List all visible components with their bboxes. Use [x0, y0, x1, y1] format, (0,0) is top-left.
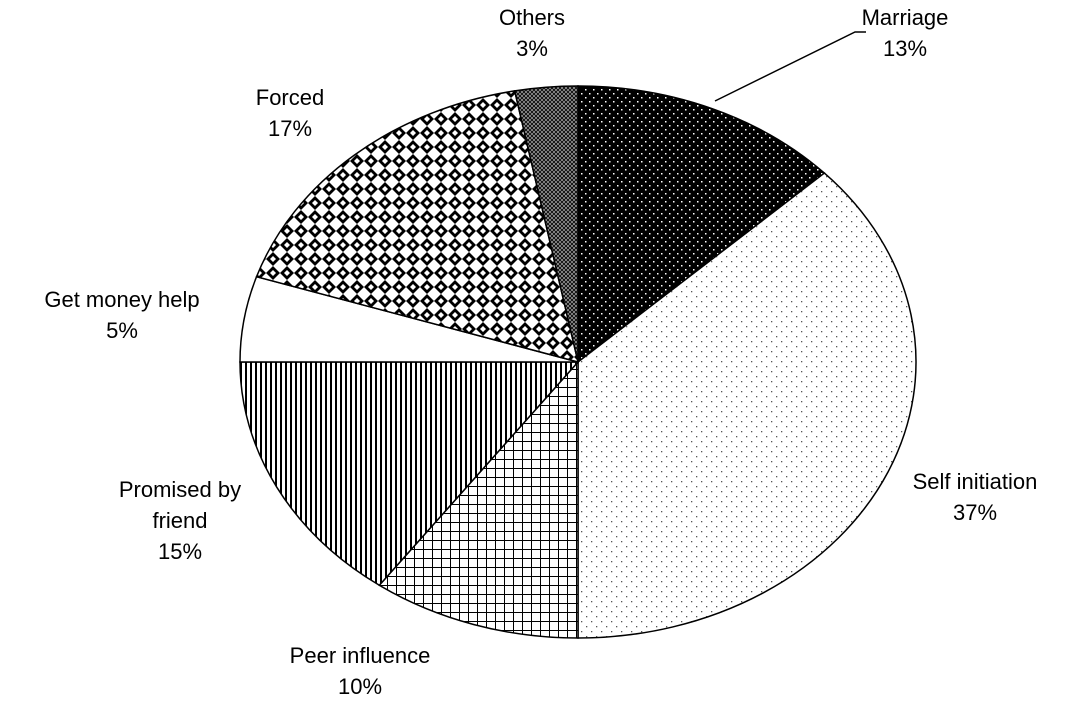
pie-slice — [378, 360, 579, 639]
category-label: Peer influence — [289, 643, 431, 668]
slice-label: Get money help 5% — [2, 284, 242, 346]
pie-slice — [513, 85, 579, 363]
category-label: Promised by friend — [118, 477, 242, 533]
category-label: Others — [498, 5, 566, 30]
pie-slice — [577, 85, 826, 364]
value-label: 5% — [106, 318, 138, 343]
category-label: Self initiation — [912, 469, 1038, 494]
pie-slice — [239, 361, 580, 587]
slice-label: Promised by friend 15% — [100, 474, 260, 567]
slice-label: Peer influence 10% — [240, 640, 480, 702]
category-label: Marriage — [861, 5, 949, 30]
pie-slice — [255, 90, 580, 364]
slice-label: Marriage 13% — [805, 2, 1005, 64]
value-label: 15% — [157, 539, 203, 564]
category-label: Get money help — [44, 287, 200, 312]
slice-label: Forced 17% — [190, 82, 390, 144]
pie-slice — [577, 172, 917, 639]
slice-label: Self initiation 37% — [875, 466, 1075, 528]
category-label: Forced — [255, 85, 325, 110]
value-label: 13% — [882, 36, 928, 61]
leader-line — [714, 31, 866, 102]
value-label: 37% — [952, 500, 998, 525]
slice-label: Others 3% — [472, 2, 592, 64]
value-label: 10% — [337, 674, 383, 699]
value-label: 17% — [267, 116, 313, 141]
value-label: 3% — [516, 36, 548, 61]
